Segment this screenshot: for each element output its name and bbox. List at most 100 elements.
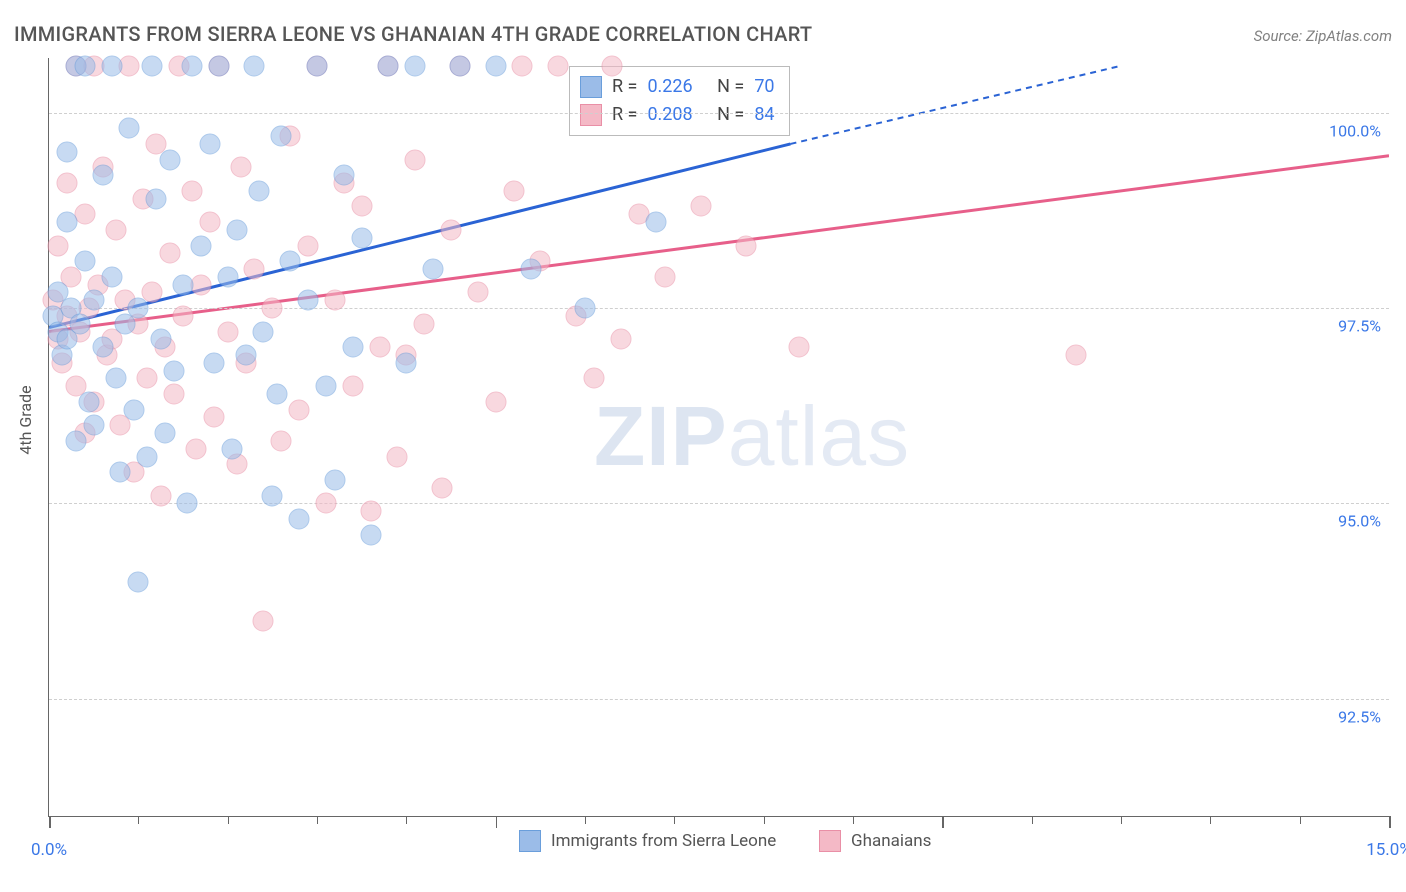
scatter-point-sierra	[70, 313, 91, 334]
scatter-point-ghana	[485, 391, 506, 412]
y-axis-label: 4th Grade	[16, 385, 35, 454]
scatter-point-ghana	[74, 204, 95, 225]
scatter-point-ghana	[601, 55, 622, 76]
scatter-point-sierra	[485, 55, 506, 76]
scatter-point-sierra	[222, 438, 243, 459]
y-tick-label: 92.5%	[1338, 707, 1381, 726]
y-tick-label: 95.0%	[1338, 512, 1381, 531]
scatter-point-ghana	[289, 399, 310, 420]
gridline	[49, 308, 1389, 309]
scatter-point-ghana	[271, 430, 292, 451]
x-tick-label: 15.0%	[1366, 840, 1406, 860]
scatter-point-sierra	[235, 344, 256, 365]
scatter-point-ghana	[106, 219, 127, 240]
scatter-point-sierra	[280, 251, 301, 272]
scatter-point-ghana	[204, 407, 225, 428]
gridline	[49, 503, 1389, 504]
scatter-point-ghana	[583, 368, 604, 389]
scatter-point-ghana	[503, 180, 524, 201]
scatter-point-sierra	[177, 493, 198, 514]
x-tick-minor	[317, 816, 318, 824]
scatter-point-sierra	[204, 352, 225, 373]
scatter-point-sierra	[289, 509, 310, 530]
x-tick-minor	[853, 816, 854, 824]
scatter-point-sierra	[123, 399, 144, 420]
scatter-point-ghana	[56, 173, 77, 194]
scatter-point-sierra	[83, 290, 104, 311]
r-value-ghana: 0.208	[647, 101, 692, 129]
scatter-point-sierra	[56, 141, 77, 162]
scatter-point-sierra	[253, 321, 274, 342]
chart-title: IMMIGRANTS FROM SIERRA LEONE VS GHANAIAN…	[14, 22, 812, 46]
scatter-point-sierra	[101, 55, 122, 76]
scatter-point-ghana	[190, 274, 211, 295]
scatter-point-ghana	[360, 501, 381, 522]
scatter-point-sierra	[423, 258, 444, 279]
scatter-point-ghana	[244, 258, 265, 279]
scatter-point-ghana	[1066, 344, 1087, 365]
stats-row-ghana: R = 0.208 N = 84	[580, 101, 775, 129]
r-label-2: R =	[612, 101, 637, 129]
legend-sierra: Immigrants from Sierra Leone	[519, 830, 776, 852]
scatter-point-sierra	[333, 165, 354, 186]
scatter-point-sierra	[146, 188, 167, 209]
scatter-point-ghana	[137, 368, 158, 389]
scatter-point-ghana	[199, 212, 220, 233]
scatter-point-sierra	[262, 485, 283, 506]
scatter-point-sierra	[119, 118, 140, 139]
scatter-point-ghana	[405, 149, 426, 170]
scatter-point-sierra	[106, 368, 127, 389]
scatter-point-sierra	[155, 423, 176, 444]
scatter-point-ghana	[186, 438, 207, 459]
x-tick-minor	[406, 816, 407, 824]
scatter-point-ghana	[691, 196, 712, 217]
watermark-bold: ZIP	[594, 389, 728, 483]
x-tick-minor	[1121, 816, 1122, 824]
scatter-point-ghana	[231, 157, 252, 178]
scatter-point-ghana	[467, 282, 488, 303]
x-tick-minor	[1210, 816, 1211, 824]
scatter-point-ghana	[342, 376, 363, 397]
scatter-point-sierra	[342, 337, 363, 358]
scatter-point-sierra	[226, 219, 247, 240]
scatter-point-sierra	[92, 337, 113, 358]
stats-row-sierra: R = 0.226 N = 70	[580, 73, 775, 101]
legend-swatch-ghana	[819, 830, 841, 852]
legend-swatch-sierra	[519, 830, 541, 852]
scatter-point-ghana	[150, 485, 171, 506]
scatter-point-sierra	[164, 360, 185, 381]
scatter-point-ghana	[159, 243, 180, 264]
scatter-point-sierra	[65, 430, 86, 451]
scatter-point-sierra	[217, 266, 238, 287]
y-tick-label: 97.5%	[1338, 317, 1381, 336]
scatter-point-ghana	[512, 55, 533, 76]
plot-area: ZIPatlas R = 0.226 N = 70 R = 0.208 N = …	[48, 58, 1389, 817]
scatter-point-sierra	[83, 415, 104, 436]
r-value-sierra: 0.226	[647, 73, 692, 101]
scatter-point-sierra	[56, 212, 77, 233]
legend-label-sierra: Immigrants from Sierra Leone	[551, 831, 776, 851]
n-label: N =	[717, 73, 744, 101]
scatter-point-ghana	[298, 235, 319, 256]
scatter-point-ghana	[655, 266, 676, 287]
scatter-point-ghana	[351, 196, 372, 217]
scatter-point-sierra	[244, 55, 265, 76]
legend-label-ghana: Ghanaians	[851, 831, 931, 851]
scatter-point-ghana	[315, 493, 336, 514]
scatter-point-sierra	[159, 149, 180, 170]
x-tick-major	[49, 816, 51, 828]
x-tick-major	[1389, 816, 1391, 828]
scatter-point-sierra	[199, 133, 220, 154]
scatter-point-sierra	[521, 258, 542, 279]
x-tick-label: 0.0%	[31, 840, 67, 860]
scatter-point-ghana	[47, 235, 68, 256]
scatter-point-ghana	[369, 337, 390, 358]
scatter-point-sierra	[324, 469, 345, 490]
scatter-point-sierra	[449, 55, 470, 76]
n-label-2: N =	[717, 101, 744, 129]
n-value-ghana: 84	[754, 101, 774, 129]
scatter-point-ghana	[432, 477, 453, 498]
x-tick-minor	[674, 816, 675, 824]
scatter-point-ghana	[324, 290, 345, 311]
x-tick-minor	[138, 816, 139, 824]
